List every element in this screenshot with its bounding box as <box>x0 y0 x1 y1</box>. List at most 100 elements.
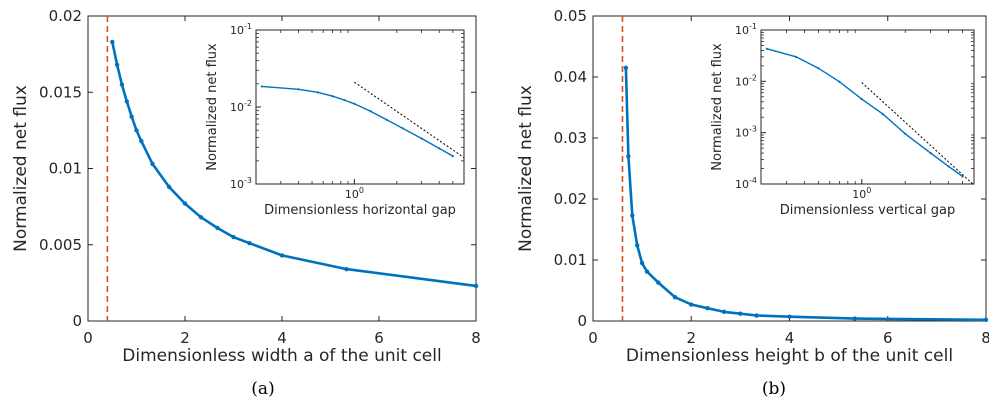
inset-data-point <box>316 91 319 94</box>
y-tick-label: 0.03 <box>554 129 587 147</box>
data-point <box>787 314 792 319</box>
inset-series-line <box>766 48 964 178</box>
inset-data-point <box>961 175 964 178</box>
inset-data-point <box>401 127 404 130</box>
inset-data-point <box>420 137 423 140</box>
data-point <box>231 234 236 240</box>
inset-y-tick-label: 10-3 <box>735 125 757 140</box>
y-tick-label: 0.02 <box>49 7 82 25</box>
data-point <box>182 201 188 206</box>
x-axis-label: Dimensionless width a of the unit cell <box>122 346 441 366</box>
data-point <box>473 283 479 289</box>
inset-data-point <box>451 155 454 158</box>
inset-data-point <box>260 85 263 88</box>
caption-b: (b) <box>762 379 786 399</box>
data-point <box>672 295 678 300</box>
data-point <box>279 253 285 258</box>
data-point <box>129 114 134 119</box>
data-point <box>215 225 220 231</box>
data-point <box>623 65 629 71</box>
x-tick-label: 2 <box>180 329 190 347</box>
chart-panel-b: 0 2 4 6 8 0 0.01 0.02 0.03 0.04 0.05 Dimensionless … <box>516 7 989 366</box>
y-tick-label: 0.01 <box>49 160 82 178</box>
y-tick-label: 0.015 <box>39 83 82 101</box>
y-axis-label: Normalized net flux <box>11 85 31 252</box>
inset-data-point <box>297 88 300 91</box>
data-point <box>344 266 349 272</box>
inset-x-axis-label: Dimensionless vertical gap <box>780 203 955 218</box>
chart-panel-a: 0 2 4 6 8 0 0.005 0.01 0.015 0.02 Dimensionless wi… <box>11 7 481 366</box>
y-tick-label: 0.02 <box>554 190 587 208</box>
inset-y-tick-label: 10-3 <box>230 176 252 191</box>
inset-y-tick-label: 10-2 <box>735 73 757 88</box>
data-point <box>983 317 989 322</box>
data-point <box>150 161 155 167</box>
inset-y-tick-label: 10-1 <box>735 22 757 37</box>
inset-data-point <box>369 110 372 113</box>
inset-data-point <box>947 165 950 168</box>
x-tick-label: 8 <box>981 329 989 347</box>
data-point <box>852 316 858 321</box>
inset-data-point <box>860 98 863 101</box>
data-point <box>630 213 635 218</box>
y-tick-label: 0.05 <box>554 7 587 25</box>
x-tick-label: 2 <box>686 329 696 347</box>
inset-slope-line <box>861 82 975 186</box>
data-point <box>626 154 631 159</box>
x-tick-label: 0 <box>588 329 598 347</box>
inset-x-axis-label: Dimensionless horizontal gap <box>264 203 456 218</box>
inset-data-point <box>817 67 820 70</box>
inset-data-point <box>765 47 769 50</box>
data-point <box>689 302 694 307</box>
inset-y-tick-label: 10-4 <box>735 176 757 191</box>
inset-data-point <box>929 151 932 155</box>
inset-x-tick-label: 100 <box>852 186 871 201</box>
inset-data-point <box>438 147 441 150</box>
data-point <box>644 269 650 274</box>
data-point <box>754 313 759 318</box>
y-tick-label: 0 <box>577 312 587 330</box>
y-axis-label: Normalized net flux <box>516 85 536 252</box>
inset-data-point <box>904 132 907 135</box>
caption-a: (a) <box>251 379 274 399</box>
x-tick-label: 4 <box>785 329 795 347</box>
inset-data-point <box>385 118 388 121</box>
y-tick-label: 0.005 <box>39 236 82 254</box>
inset-plot-area <box>255 29 465 185</box>
data-point <box>635 243 640 248</box>
y-tick-label: 0.01 <box>554 251 587 269</box>
data-point <box>738 311 743 316</box>
inset-series-line <box>261 85 454 157</box>
inset-y-tick-label: 10-2 <box>230 99 252 114</box>
inset-data-point <box>838 80 841 83</box>
data-point <box>656 280 661 285</box>
x-tick-label: 6 <box>374 329 384 347</box>
inset-data-point <box>343 98 346 102</box>
series-line <box>624 67 987 322</box>
x-axis-label: Dimensionless height b of the unit cell <box>626 346 953 366</box>
data-point <box>134 128 139 133</box>
inset-chart: 10-4 10-3 10-2 10-1 100 Dimensionless vertica… <box>710 22 975 218</box>
inset-data-point <box>331 95 334 98</box>
x-tick-label: 8 <box>471 329 481 347</box>
inset-data-point <box>881 112 884 116</box>
inset-x-tick-label: 100 <box>345 186 364 201</box>
data-point <box>139 138 144 144</box>
data-point <box>705 305 710 311</box>
inset-data-point <box>353 102 356 105</box>
data-point <box>119 82 125 87</box>
data-point <box>247 241 252 246</box>
x-tick-label: 0 <box>83 329 93 347</box>
y-tick-label: 0 <box>72 312 82 330</box>
data-point <box>124 99 129 104</box>
inset-y-tick-label: 10-1 <box>230 22 252 37</box>
data-point <box>114 62 120 67</box>
x-tick-label: 6 <box>883 329 893 347</box>
data-point <box>721 309 727 315</box>
data-point <box>639 260 645 266</box>
y-tick-label: 0.04 <box>554 68 587 86</box>
inset-y-axis-label: Normalized net flux <box>710 43 725 171</box>
data-point <box>198 215 204 220</box>
inset-data-point <box>794 55 798 58</box>
